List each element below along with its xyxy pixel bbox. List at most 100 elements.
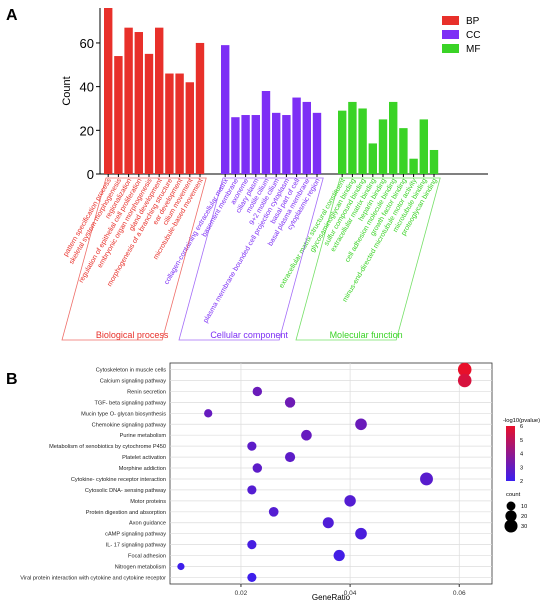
data-point — [322, 517, 334, 529]
group-outline — [61, 177, 207, 341]
bar — [399, 128, 408, 174]
bar — [144, 53, 154, 174]
color-tick-label: 5 — [520, 438, 523, 444]
color-legend-title: -log10(pvalue) — [503, 418, 540, 424]
y-tick-label: 0 — [87, 167, 94, 182]
y-category-label: Renin secretion — [127, 389, 166, 395]
y-category-label: Nitrogen metabolism — [115, 564, 167, 570]
group-label: Cellular component — [210, 330, 288, 340]
data-point — [457, 373, 472, 388]
color-tick-label: 3 — [520, 465, 523, 471]
bar — [419, 119, 428, 174]
panel-b-letter: B — [6, 371, 18, 388]
size-legend-label: 20 — [521, 514, 527, 520]
bar — [104, 8, 113, 174]
y-tick-label: 40 — [80, 80, 94, 95]
legend-label: BP — [466, 16, 480, 27]
y-category-label: TGF- beta signaling pathway — [94, 400, 166, 406]
data-point — [252, 463, 263, 473]
color-bar — [506, 426, 515, 481]
bar — [292, 97, 301, 174]
y-category-label: Viral protein interaction with cytokine … — [20, 575, 166, 581]
bar — [165, 73, 174, 174]
bar — [114, 56, 123, 175]
y-category-label: Mucin type O- glycan biosynthesis — [81, 411, 166, 417]
size-legend-dot — [505, 510, 517, 522]
bar — [348, 101, 357, 174]
legend-swatch — [442, 16, 459, 25]
size-legend-dot — [504, 519, 518, 533]
y-category-label: Motor proteins — [130, 499, 166, 505]
bar — [272, 112, 281, 174]
x-tick-label: 0.02 — [235, 590, 248, 597]
data-point — [247, 572, 257, 583]
data-point — [177, 562, 185, 571]
bar — [429, 149, 439, 174]
y-category-label: Protein digestion and absorption — [86, 510, 166, 516]
bar — [175, 73, 184, 174]
legend-label: MF — [466, 44, 480, 55]
data-point — [355, 527, 367, 540]
y-category-label: Platelet activation — [122, 455, 166, 461]
bar — [185, 82, 194, 174]
x-tick-label: 0.06 — [453, 590, 466, 597]
y-category-label: Axon guidance — [129, 521, 166, 527]
data-point — [301, 429, 312, 441]
bar — [389, 101, 398, 174]
legend-swatch — [442, 44, 459, 53]
y-category-label: Focal adhesion — [128, 554, 166, 560]
y-category-label: Calcium signaling pathway — [100, 379, 166, 385]
bar — [124, 27, 133, 174]
bar — [231, 117, 240, 174]
y-category-label: Cytosolic DNA- sensing pathway — [85, 488, 166, 494]
y-category-label: IL- 17 signaling pathway — [106, 543, 167, 549]
y-category-label: Metabolism of xenobiotics by cytochrome … — [49, 444, 166, 450]
data-point — [268, 506, 279, 517]
bar — [261, 91, 271, 174]
data-point — [284, 452, 296, 463]
group-label: Molecular function — [330, 330, 403, 340]
color-tick-label: 6 — [520, 424, 523, 430]
size-legend-dot — [506, 501, 516, 511]
data-point — [333, 549, 345, 562]
size-legend-label: 10 — [521, 504, 527, 510]
data-point — [344, 495, 356, 507]
y-category-label: Cytoskeleton in muscle cells — [96, 368, 166, 374]
data-point — [252, 386, 263, 397]
bar — [358, 108, 367, 174]
group-label: Biological process — [96, 330, 169, 340]
panel-a-letter: A — [6, 7, 18, 24]
size-legend-title: count — [506, 492, 521, 498]
plot-panel — [169, 362, 493, 585]
bar — [251, 115, 260, 174]
y-category-label: Morphine addiction — [119, 466, 166, 472]
size-legend-label: 30 — [521, 524, 527, 530]
bar — [378, 119, 388, 174]
bar — [302, 101, 311, 174]
group-outline — [295, 177, 441, 341]
y-category-label: Chemokine signaling pathway — [92, 422, 167, 428]
data-point — [247, 441, 257, 451]
bar — [155, 27, 164, 174]
x-tick-label: 0.04 — [344, 590, 357, 597]
legend-swatch — [442, 30, 459, 39]
bar — [282, 115, 291, 174]
bar — [195, 42, 205, 174]
x-axis-label: GeneRatio — [312, 593, 351, 602]
bar — [134, 32, 143, 174]
data-point — [355, 418, 367, 431]
bar — [221, 45, 230, 175]
color-tick-label: 4 — [520, 452, 523, 458]
y-axis-label: Count — [61, 76, 73, 105]
y-tick-label: 20 — [80, 123, 94, 138]
data-point — [204, 409, 213, 418]
y-tick-label: 60 — [80, 36, 94, 51]
y-category-label: Purine metabolism — [120, 433, 167, 439]
bar — [368, 143, 377, 174]
bar — [409, 158, 418, 174]
bar — [241, 115, 250, 174]
legend-label: CC — [466, 30, 480, 41]
bar — [312, 112, 322, 174]
